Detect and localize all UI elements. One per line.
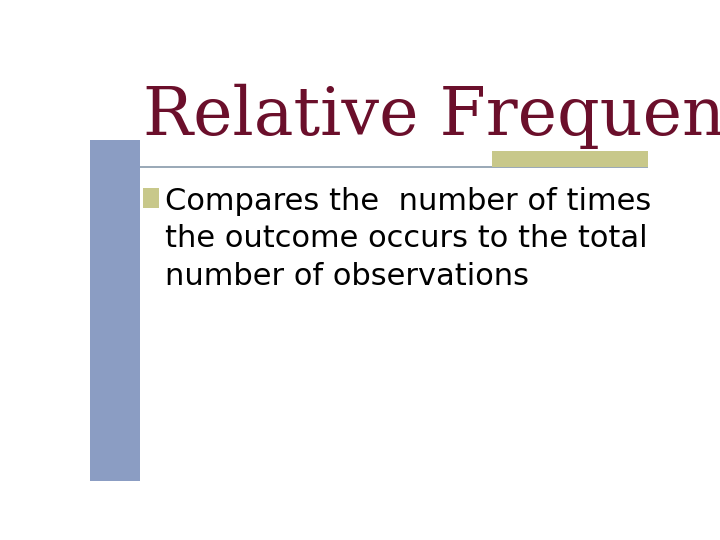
Text: Compares the  number of times: Compares the number of times: [166, 187, 652, 215]
Text: Relative Frequency: Relative Frequency: [143, 84, 720, 150]
Bar: [143, 188, 158, 208]
Bar: [492, 151, 648, 167]
Bar: [90, 140, 140, 481]
Text: number of observations: number of observations: [166, 261, 529, 291]
Text: the outcome occurs to the total: the outcome occurs to the total: [166, 224, 648, 253]
